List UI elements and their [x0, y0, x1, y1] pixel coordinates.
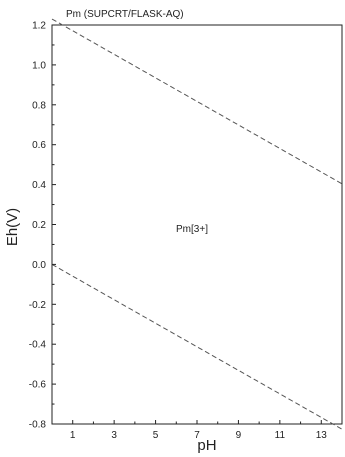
x-tick-label: 13 — [316, 430, 328, 441]
chart-title: Pm (SUPCRT/FLASK-AQ) — [66, 9, 184, 20]
series-line-1 — [51, 18, 343, 185]
series-line-2 — [51, 263, 343, 430]
x-tick-label: 1 — [70, 430, 76, 441]
y-tick-label: 1.2 — [32, 21, 46, 32]
y-tick-label: 0.2 — [32, 220, 46, 231]
y-tick-label: -0.6 — [29, 380, 47, 391]
y-tick-label: 0.0 — [32, 260, 46, 271]
y-tick-label: -0.4 — [29, 340, 47, 351]
y-tick-label: -0.2 — [29, 300, 47, 311]
x-tick-label: 7 — [194, 430, 200, 441]
y-tick-label: 0.8 — [32, 100, 46, 111]
x-axis-label: pH — [197, 437, 216, 454]
x-tick-label: 5 — [153, 430, 159, 441]
x-tick-label: 11 — [275, 430, 286, 441]
x-tick-label: 3 — [111, 430, 117, 441]
y-tick-label: 1.0 — [32, 60, 46, 71]
y-axis-label: Eh(V) — [4, 208, 21, 246]
y-tick-label: 0.4 — [32, 180, 46, 191]
x-tick-label: 9 — [236, 430, 242, 441]
y-tick-label: -0.8 — [29, 420, 47, 431]
region-label-pm3plus: Pm[3+] — [176, 224, 208, 235]
y-tick-label: 0.6 — [32, 140, 46, 151]
